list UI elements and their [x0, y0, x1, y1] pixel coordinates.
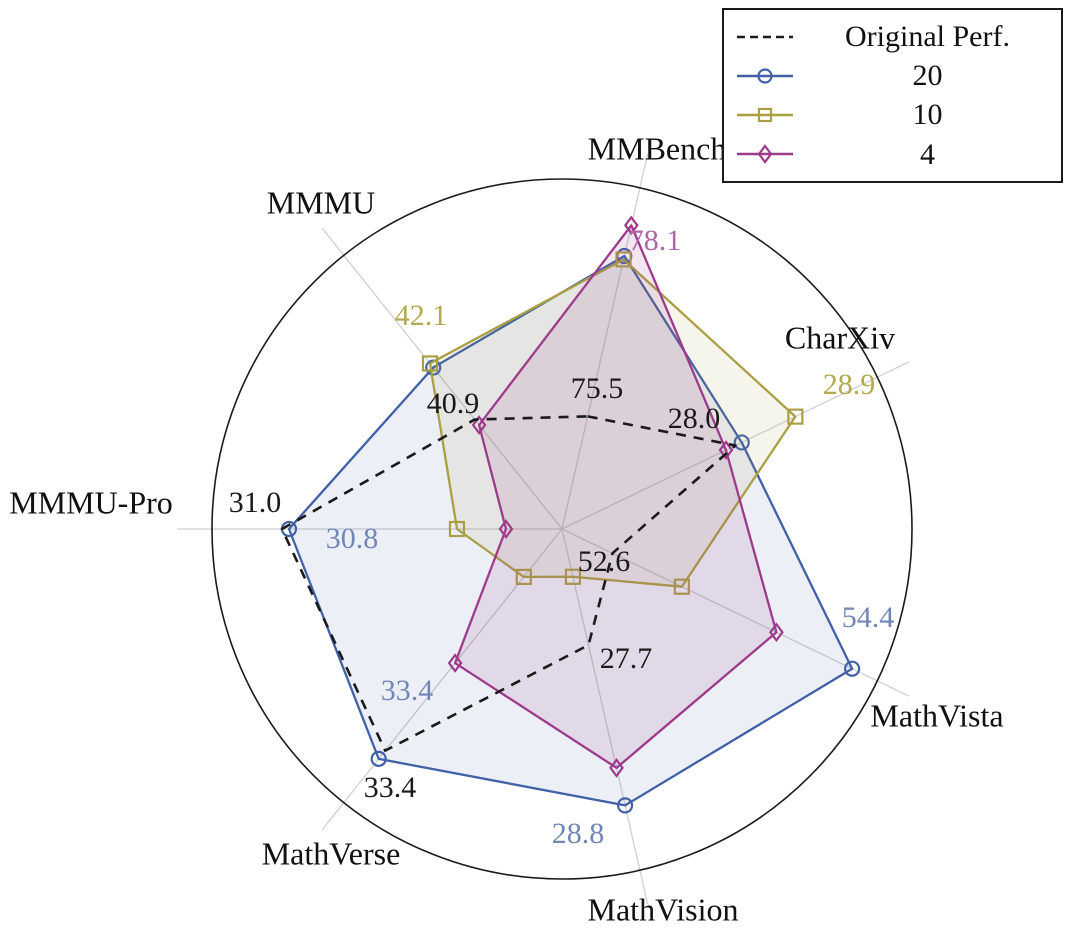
- value-annotation: 78.1: [629, 224, 682, 257]
- series-polygon-10: [428, 258, 797, 588]
- axis-spoke: [321, 528, 563, 831]
- axis-label-mmmu: MMMU: [267, 184, 375, 220]
- value-annotation: 28.9: [823, 368, 876, 401]
- value-annotation: 28.8: [552, 817, 605, 850]
- diamond-marker: [769, 622, 784, 643]
- circle-marker: [370, 750, 387, 767]
- legend-label-4: 4: [920, 137, 935, 171]
- legend-item-original-perf: Original Perf.: [734, 21, 1051, 53]
- value-annotation: 33.4: [381, 674, 434, 707]
- value-annotation: 54.4: [842, 601, 895, 634]
- square-marker: [515, 568, 532, 585]
- legend: Original Perf. 20 10 4: [722, 8, 1063, 183]
- axis-label-mathvision: MathVision: [588, 891, 739, 927]
- outer-circle: [211, 178, 913, 880]
- axis-label-mathvista: MathVista: [870, 697, 1003, 733]
- square-marker: [615, 251, 632, 268]
- value-annotation: 42.1: [395, 299, 448, 332]
- diamond-marker: [447, 653, 463, 673]
- circle-marker: [733, 434, 750, 451]
- diamond-marker: [623, 215, 639, 236]
- value-annotation: 75.5: [571, 372, 624, 405]
- circle-marker-icon: [737, 68, 793, 84]
- diamond-marker: [718, 440, 734, 460]
- legend-item-20: 20: [734, 60, 1051, 92]
- diamond-marker: [471, 415, 487, 435]
- axis-spoke: [561, 528, 649, 905]
- axis-label-mathverse: MathVerse: [262, 835, 401, 871]
- square-marker-icon: [737, 108, 793, 123]
- axis-label-charxiv: CharXiv: [785, 319, 895, 355]
- square-marker: [448, 520, 466, 538]
- diamond-marker: [609, 758, 624, 778]
- value-annotation: 33.4: [364, 771, 417, 804]
- series-polygon-4: [453, 224, 778, 770]
- dashed-line-icon: [737, 35, 793, 38]
- series-polygon-20: [287, 254, 854, 807]
- axis-label-mmbench: MMBench: [588, 130, 727, 166]
- value-annotation: 30.8: [326, 522, 379, 555]
- square-marker: [673, 578, 690, 595]
- diamond-marker-icon: [737, 144, 793, 165]
- series-polygon-original-perf-: [280, 415, 737, 752]
- legend-item-4: 4: [734, 139, 1051, 171]
- value-annotation: 52.6: [578, 545, 631, 578]
- diamond-marker: [498, 519, 514, 539]
- legend-label-20: 20: [912, 59, 943, 93]
- value-annotation: 28.0: [668, 402, 721, 435]
- value-annotation: 40.9: [427, 387, 480, 420]
- value-annotation: 31.0: [229, 486, 282, 519]
- axis-spoke: [561, 153, 649, 530]
- legend-label-original-perf: Original Perf.: [845, 19, 1010, 53]
- axis-spoke: [321, 227, 563, 530]
- axis-label-mmmu-pro: MMMU-Pro: [9, 484, 173, 520]
- legend-label-10: 10: [912, 98, 943, 132]
- circle-marker: [616, 797, 634, 814]
- value-annotation: 27.7: [600, 642, 653, 675]
- square-marker: [787, 408, 804, 425]
- legend-item-10: 10: [734, 99, 1051, 131]
- square-marker: [421, 355, 439, 372]
- circle-marker: [844, 660, 861, 677]
- square-marker: [564, 568, 582, 585]
